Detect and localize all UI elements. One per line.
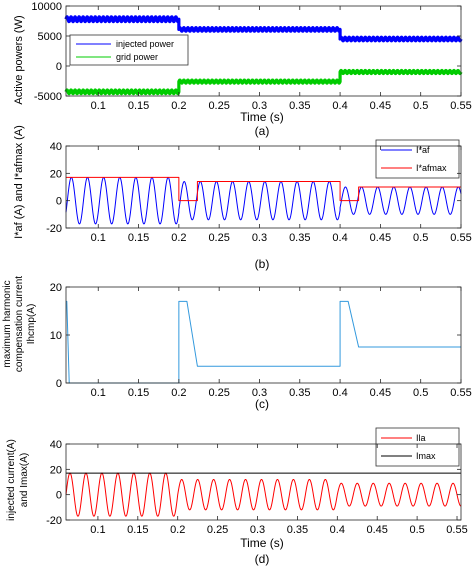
panel-caption: (d) [255, 552, 270, 566]
x-tick-label: 0.2 [170, 524, 185, 536]
legend-label-grid-power: grid power [116, 52, 158, 62]
plot-area [64, 15, 463, 96]
y-tick-label: 0 [56, 61, 62, 73]
x-tick-label: 0.15 [128, 387, 149, 399]
x-tick-label: 0.25 [208, 387, 229, 399]
y-tick-label: 0 [56, 378, 62, 390]
x-tick-label: 0.15 [127, 524, 148, 536]
legend: injected power grid power [69, 34, 189, 66]
x-tick-label: 0.2 [171, 232, 186, 244]
legend-label-iaf: I*af [416, 145, 430, 155]
series-line-grid-power [64, 68, 463, 96]
legend-label-ila: Ila [416, 433, 426, 443]
plot-area [66, 300, 461, 384]
series-line-0 [66, 300, 461, 384]
y-axis-label-line-1: injected current(A) [6, 439, 17, 521]
x-tick-label: 0.4 [332, 100, 347, 112]
series-line-injected-power [64, 15, 463, 43]
x-tick-label: 0.25 [208, 100, 229, 112]
x-tick-label: 0.55 [450, 232, 471, 244]
x-axis-label: Time (s) [240, 536, 284, 550]
y-tick-label: -20 [46, 515, 62, 527]
plot-area [65, 176, 462, 225]
x-tick-label: 0.35 [287, 524, 308, 536]
y-tick-label: -20 [46, 223, 62, 235]
series-line-i-af [65, 176, 462, 225]
y-axis-label-line-2: compensation current [14, 276, 25, 372]
chart-panel-c: maximum harmonic compensation current Ih… [2, 276, 472, 411]
x-tick-label: 0.4 [332, 232, 347, 244]
chart-panel-b: I*af (A) and I*afmax (A) (b) I*af I*afma… [13, 125, 472, 271]
x-tick-label: 0.4 [332, 387, 347, 399]
y-tick-label: 10 [50, 330, 62, 342]
x-tick-label: 0.55 [450, 100, 471, 112]
x-tick-label: 0.35 [289, 387, 310, 399]
axes-frame [65, 145, 462, 229]
axes-frame [65, 443, 462, 521]
y-axis-label-line-2: and Imax(A) [19, 453, 30, 507]
x-tick-label: 0.15 [128, 100, 149, 112]
y-axis-label: Active powers (W) [13, 15, 25, 104]
y-tick-label: 20 [50, 464, 62, 476]
y-tick-label: 40 [50, 141, 62, 153]
x-tick-label: 0.1 [91, 387, 106, 399]
x-tick-label: 0.2 [171, 387, 186, 399]
x-tick-label: 0.5 [413, 232, 428, 244]
series-line-i-afmax [66, 176, 461, 202]
axes-frame [65, 5, 462, 97]
y-axis-label-line-1: maximum harmonic [2, 280, 13, 367]
x-tick-label: 0.5 [413, 100, 428, 112]
x-axis-label: Time (s) [240, 110, 284, 124]
panel-caption: (a) [255, 124, 270, 138]
y-tick-label: 0 [56, 490, 62, 502]
x-tick-label: 0.25 [208, 232, 229, 244]
x-tick-label: 0.5 [413, 387, 428, 399]
plot-area [65, 472, 462, 517]
x-tick-label: 0.5 [409, 524, 424, 536]
x-tick-label: 0.4 [330, 524, 345, 536]
x-tick-label: 0.1 [91, 100, 106, 112]
x-tick-label: 0.3 [250, 524, 265, 536]
x-tick-label: 0.2 [171, 100, 186, 112]
y-tick-label: -5000 [34, 91, 62, 103]
x-tick-label: 0.15 [128, 232, 149, 244]
x-tick-label: 0.25 [207, 524, 228, 536]
y-tick-label: 20 [50, 168, 62, 180]
y-tick-label: 10000 [31, 1, 62, 13]
x-tick-label: 0.55 [450, 387, 471, 399]
x-tick-label: 0.45 [367, 524, 388, 536]
y-tick-label: 20 [50, 282, 62, 294]
x-tick-label: 0.3 [252, 387, 267, 399]
panel-caption: (b) [255, 257, 270, 271]
x-tick-label: 0.1 [91, 232, 106, 244]
legend-label-injected-power: injected power [116, 39, 174, 49]
x-tick-label: 0.35 [289, 232, 310, 244]
x-tick-label: 0.3 [252, 100, 267, 112]
chart-panel-d: injected current(A) and Imax(A) Time (s)… [6, 427, 468, 566]
legend-label-imax: Imax [416, 451, 436, 461]
x-tick-label: 0.55 [446, 524, 467, 536]
axes-frame [65, 286, 462, 384]
series-line-ila [65, 472, 462, 517]
x-tick-label: 0.1 [90, 524, 105, 536]
y-axis-label: I*af (A) and I*afmax (A) [13, 125, 25, 239]
y-tick-label: 0 [56, 196, 62, 208]
y-tick-label: 40 [50, 439, 62, 451]
legend-label-iafmax: I*afmax [416, 163, 447, 173]
panel-caption: (c) [255, 397, 269, 411]
chart-panel-a: Active powers (W) Time (s) (a) injected … [13, 1, 472, 138]
x-tick-label: 0.45 [370, 232, 391, 244]
x-tick-label: 0.45 [370, 100, 391, 112]
x-tick-label: 0.35 [289, 100, 310, 112]
x-tick-label: 0.3 [252, 232, 267, 244]
y-axis-label-line-3: Ihcmp(A) [26, 304, 37, 345]
y-tick-label: 5000 [38, 31, 62, 43]
x-tick-label: 0.45 [370, 387, 391, 399]
